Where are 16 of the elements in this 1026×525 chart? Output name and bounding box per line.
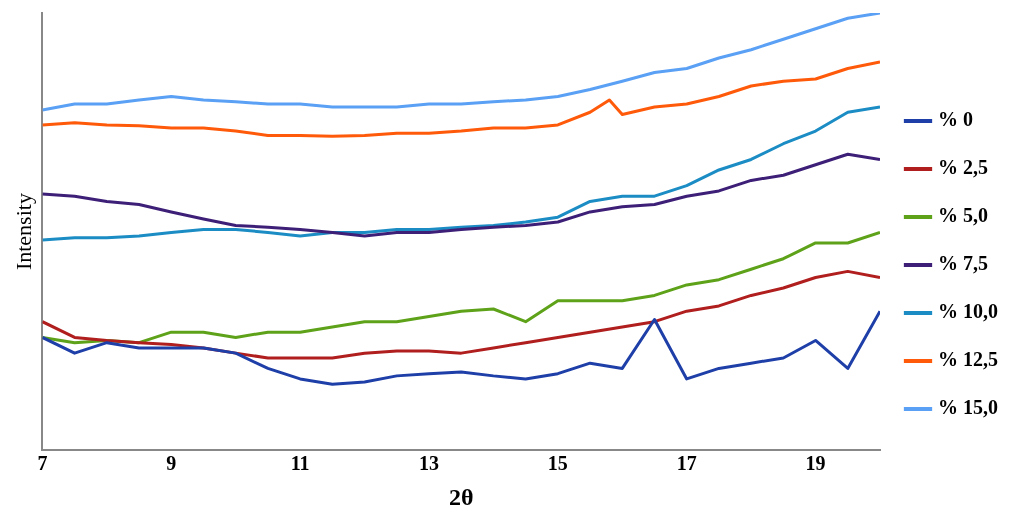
x-tick-label: 17 [676,452,697,475]
legend-label: % 15,0 [938,396,998,419]
legend-label: % 0 [938,108,973,131]
x-tick-label: 7 [37,452,48,475]
x-axis-title: 2θ [448,483,474,510]
x-tick-label: 19 [805,452,826,475]
legend-label: % 10,0 [938,300,998,323]
x-tick-label: 9 [166,452,177,475]
x-tick-label: 13 [418,452,439,475]
y-axis-title: Intensity [10,193,36,271]
x-tick-label: 11 [290,452,310,475]
legend-label: % 2,5 [938,156,988,179]
legend-label: % 7,5 [938,252,988,275]
x-tick-label: 15 [547,452,568,475]
legend-label: % 5,0 [938,204,988,227]
legend-label: % 12,5 [938,348,998,371]
